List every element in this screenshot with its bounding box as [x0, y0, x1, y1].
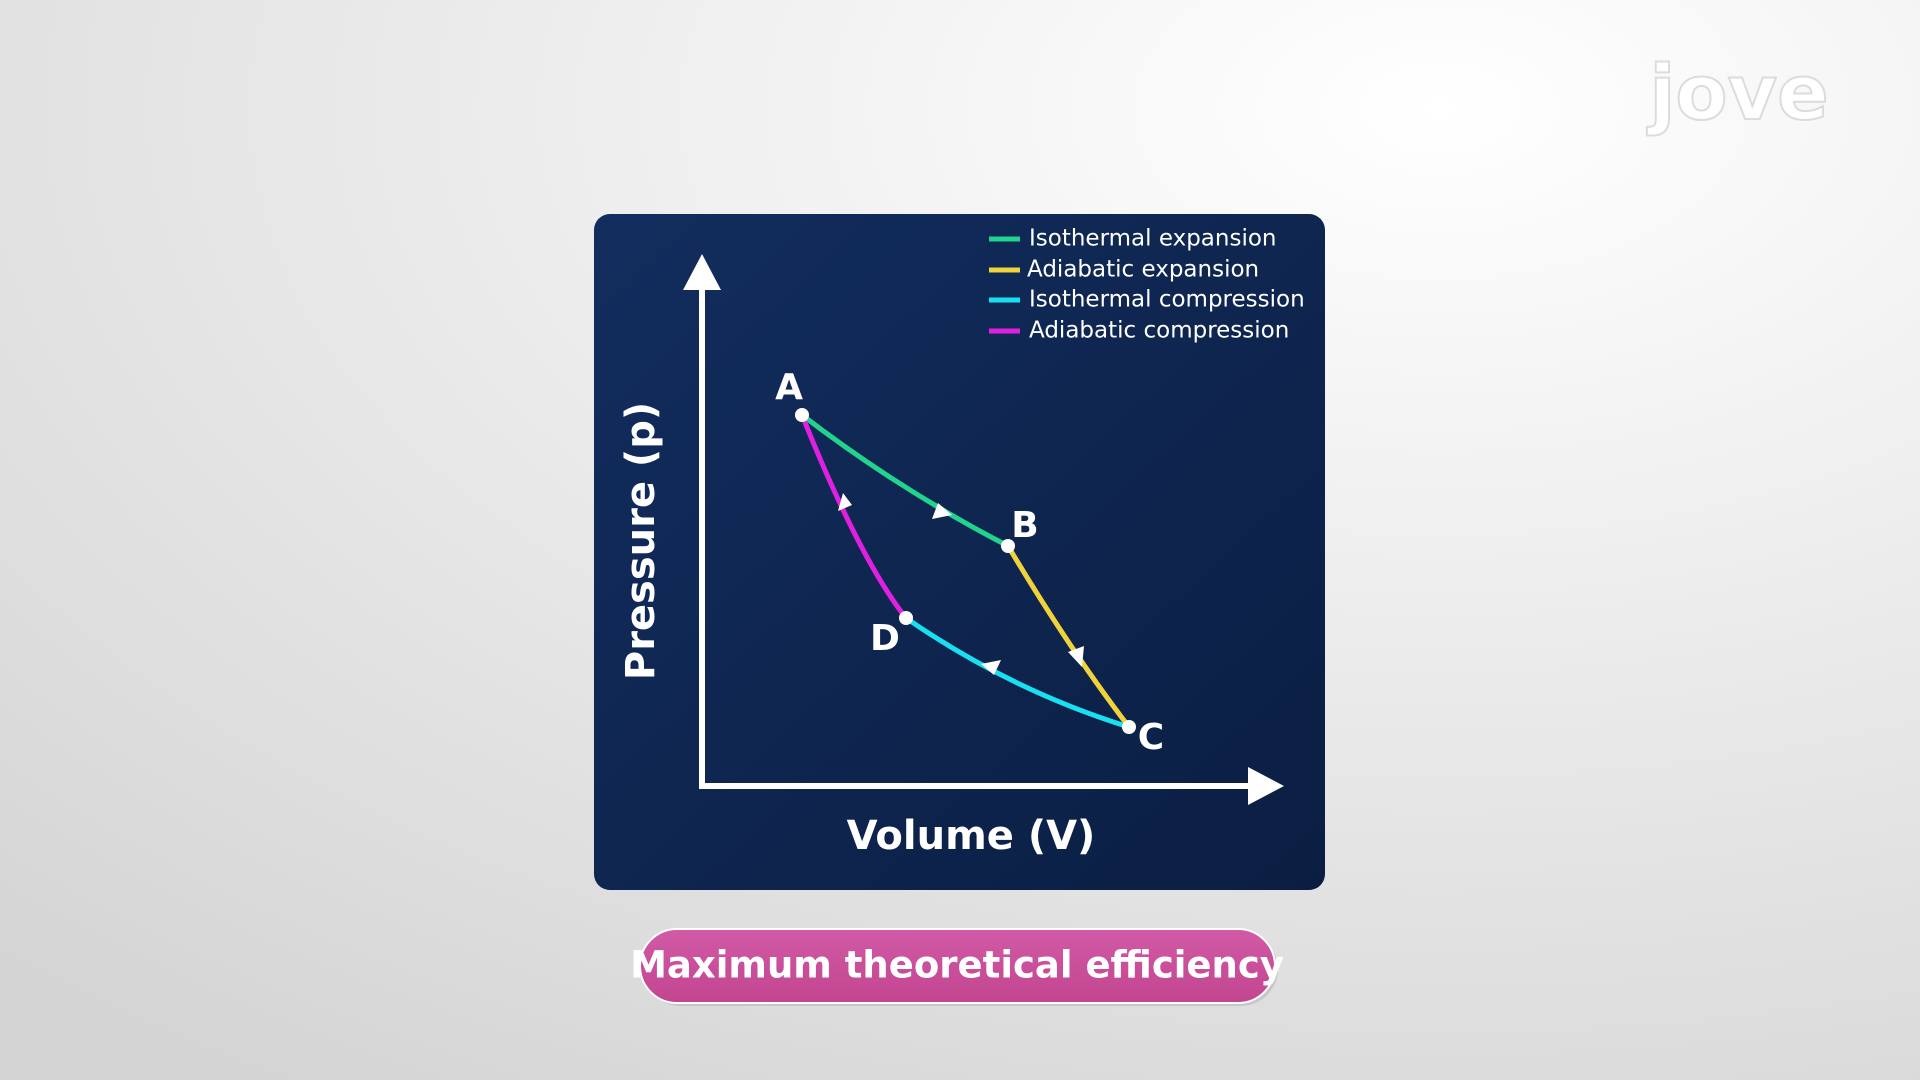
- direction-arrow: [838, 493, 852, 511]
- logo: jove: [1646, 48, 1828, 137]
- point-label: C: [1138, 717, 1164, 758]
- isothermal-compression-curve: [904, 615, 1130, 730]
- legend-label: Isothermal expansion: [1029, 226, 1277, 252]
- y-axis-arrow: [683, 254, 721, 290]
- x-axis-arrow: [1248, 767, 1284, 805]
- direction-arrow: [981, 660, 1001, 675]
- x-axis-label: Volume (V): [847, 813, 1096, 859]
- point-label: B: [1011, 505, 1038, 546]
- point: [795, 408, 809, 422]
- button-label: Maximum theoretical efficiency: [630, 944, 1284, 987]
- legend-label: Adiabatic expansion: [1027, 257, 1259, 283]
- adiabatic-expansion-curve: [1005, 544, 1131, 729]
- diagram-panel: [594, 214, 1325, 890]
- legend-label: Isothermal compression: [1029, 287, 1305, 313]
- adiabatic-compression-curve: [799, 414, 908, 620]
- efficiency-button[interactable]: [639, 928, 1276, 1004]
- direction-arrow: [932, 503, 952, 519]
- point-label: A: [775, 367, 803, 408]
- isothermal-expansion-curve: [800, 413, 1010, 549]
- legend-label: Adiabatic compression: [1029, 318, 1289, 344]
- point-label: D: [870, 618, 900, 659]
- point: [899, 611, 913, 625]
- direction-arrow: [1068, 646, 1084, 667]
- point: [1122, 720, 1136, 734]
- point: [1001, 539, 1015, 553]
- y-axis-label: Pressure (p): [618, 402, 664, 680]
